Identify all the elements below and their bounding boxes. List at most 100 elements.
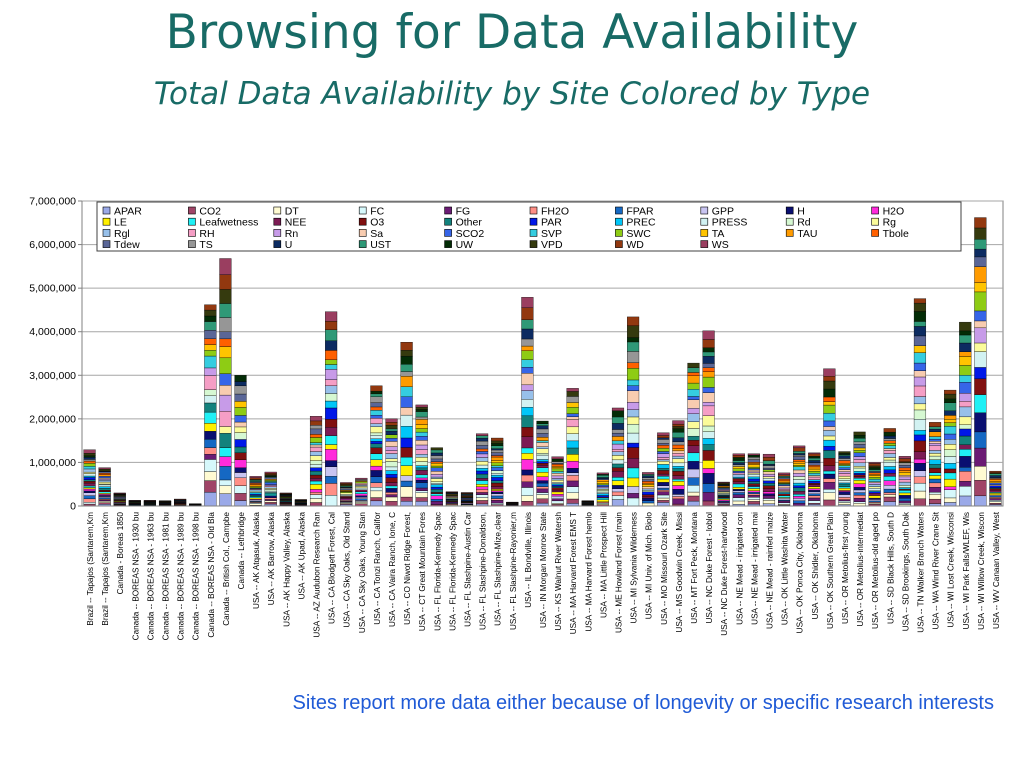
bar-segment	[98, 486, 111, 489]
legend-swatch	[188, 217, 196, 226]
bar-segment	[808, 476, 821, 480]
bar-segment	[868, 500, 881, 503]
bar-segment	[687, 468, 700, 478]
bar-segment	[491, 477, 504, 481]
bar-segment	[476, 500, 489, 505]
bar-segment	[838, 467, 851, 470]
legend-label: NEE	[285, 217, 307, 229]
bar-segment	[928, 493, 942, 500]
bar-segment	[476, 480, 489, 485]
legend-swatch	[700, 240, 709, 248]
bar-segment	[204, 438, 217, 448]
bar-segment	[430, 486, 443, 490]
bar-segment	[853, 489, 866, 493]
bar-segment	[309, 442, 323, 446]
legend	[96, 201, 962, 252]
bar-segment	[959, 374, 972, 383]
bar-segment	[204, 411, 217, 424]
bar-segment	[325, 350, 338, 360]
bar-segment	[672, 485, 685, 490]
bar-segment	[702, 387, 715, 393]
bar-segment	[913, 352, 927, 364]
x-tick-label: USA -- FL Florida-Kennedy Spac	[448, 512, 457, 631]
bar-segment	[249, 497, 262, 500]
bar-segment	[823, 412, 836, 422]
bar-segment	[611, 451, 625, 456]
legend-swatch	[529, 217, 538, 226]
bar-segment	[793, 454, 806, 457]
bar-segment	[627, 341, 640, 352]
bar-segment	[808, 473, 821, 476]
bar-segment	[83, 490, 96, 493]
bar-segment	[249, 492, 262, 495]
bar-segment	[445, 491, 458, 493]
bar-segment	[219, 303, 232, 318]
bar-segment	[234, 393, 247, 402]
bar-segment	[491, 467, 504, 471]
bar-segment	[98, 494, 111, 496]
bar-segment	[989, 500, 1002, 502]
bar-segment	[838, 458, 851, 461]
bar-segment	[687, 382, 700, 390]
bar-segment	[476, 453, 489, 458]
bar-segment	[536, 428, 549, 434]
bar-segment	[823, 465, 836, 472]
bar-segment	[370, 500, 383, 507]
bar-segment	[732, 453, 745, 456]
bar-segment	[536, 446, 549, 449]
bar-segment	[491, 486, 504, 490]
bar-segment	[898, 495, 911, 499]
bar-segment	[868, 467, 881, 470]
legend-swatch	[871, 206, 879, 215]
bar-segment	[883, 480, 896, 486]
bar-segment	[672, 498, 685, 505]
bar-segment	[204, 480, 217, 493]
x-tick-label: USA -- CT Great Mountain Fores	[418, 512, 427, 631]
bar-segment	[234, 467, 247, 473]
bar-segment	[913, 298, 927, 304]
bar-segment	[853, 435, 866, 439]
bar-segment	[883, 496, 896, 502]
bar-segment	[627, 325, 640, 338]
bar-segment	[732, 490, 745, 493]
bar-segment	[853, 477, 866, 481]
bar-segment	[536, 440, 549, 443]
bar-segment	[385, 466, 398, 471]
bar-segment	[702, 363, 715, 368]
x-tick-label: USA -- KS Walnut River Watersh	[554, 512, 563, 631]
bar-segment	[83, 475, 96, 478]
legend-label: DT	[285, 206, 300, 218]
bar-segment	[83, 479, 96, 482]
bar-segment	[325, 444, 338, 450]
bar-segment	[536, 464, 549, 468]
bar-segment	[687, 440, 700, 446]
bar-segment	[98, 502, 111, 505]
bar-segment	[551, 489, 564, 493]
bar-segment	[883, 440, 896, 444]
bar-segment	[838, 465, 851, 468]
bar-segment	[642, 500, 655, 504]
x-tick-label: USA -- OR Metolius-old aged po	[871, 512, 880, 629]
bar-segment	[566, 396, 579, 403]
bar-segment	[808, 497, 821, 501]
bar-segment	[853, 472, 866, 475]
bar-segment	[687, 408, 700, 414]
legend-swatch	[188, 229, 196, 237]
bar-segment	[732, 460, 745, 463]
bar-segment	[853, 474, 866, 477]
legend-label: FPAR	[626, 206, 654, 218]
y-tick-label: 7,000,000	[29, 196, 76, 208]
bar-segment	[747, 453, 760, 456]
bar-segment	[702, 405, 715, 416]
bar-segment	[521, 307, 534, 320]
bar-segment	[793, 473, 806, 477]
bar-segment	[430, 458, 443, 462]
bar-segment	[611, 495, 625, 500]
x-tick-label: USA -- MT Fort Peck, Montana	[690, 512, 699, 624]
bar-segment	[340, 488, 353, 491]
bar-segment	[627, 368, 640, 381]
bar-segment	[808, 471, 821, 474]
bar-segment	[974, 291, 987, 312]
bar-segment	[778, 472, 791, 475]
bar-segment	[521, 501, 534, 507]
